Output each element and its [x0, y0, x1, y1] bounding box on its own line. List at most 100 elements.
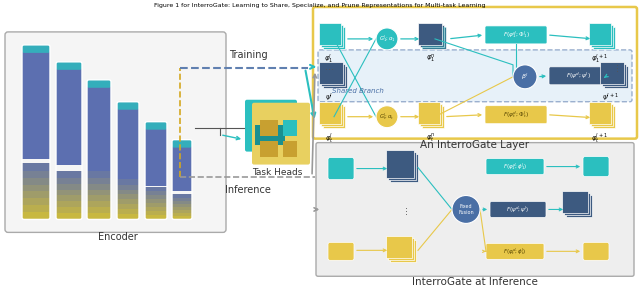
Text: $\varphi_t^{l+1}$: $\varphi_t^{l+1}$: [591, 132, 607, 145]
Text: Training: Training: [228, 50, 268, 60]
Bar: [593, 27, 615, 49]
Bar: [319, 62, 343, 84]
Bar: [56, 171, 82, 177]
FancyBboxPatch shape: [318, 50, 632, 102]
Bar: [87, 182, 111, 189]
FancyBboxPatch shape: [22, 45, 50, 53]
FancyBboxPatch shape: [328, 242, 354, 260]
Bar: [386, 150, 414, 177]
Bar: [593, 106, 615, 128]
Bar: [117, 198, 139, 204]
Bar: [22, 163, 50, 171]
Bar: [172, 200, 192, 204]
Bar: [87, 188, 111, 195]
Bar: [56, 195, 82, 202]
Bar: [589, 23, 611, 45]
Bar: [56, 182, 82, 189]
Bar: [172, 206, 192, 211]
Bar: [390, 240, 416, 262]
Text: $\varphi_1^l$: $\varphi_1^l$: [324, 53, 333, 66]
Text: $\beta^l$: $\beta^l$: [521, 72, 529, 82]
Bar: [22, 191, 50, 198]
Bar: [172, 204, 192, 207]
Bar: [87, 206, 111, 213]
FancyBboxPatch shape: [316, 143, 634, 276]
Bar: [117, 213, 139, 220]
Bar: [420, 25, 444, 47]
Bar: [562, 191, 588, 213]
Circle shape: [452, 195, 480, 223]
Bar: [283, 141, 297, 157]
FancyBboxPatch shape: [583, 242, 609, 260]
Bar: [602, 64, 626, 86]
FancyBboxPatch shape: [117, 102, 139, 110]
Circle shape: [376, 28, 398, 50]
Text: $F(\varphi_1^d;\Phi_1^l)$: $F(\varphi_1^d;\Phi_1^l)$: [502, 30, 529, 40]
FancyBboxPatch shape: [245, 100, 297, 152]
Bar: [145, 214, 167, 220]
Bar: [564, 193, 590, 215]
Text: InterroGate at Inference: InterroGate at Inference: [412, 277, 538, 287]
Bar: [145, 186, 167, 191]
Bar: [145, 198, 167, 204]
Bar: [319, 23, 341, 45]
Text: $F(\psi^d;\psi^l)$: $F(\psi^d;\psi^l)$: [566, 71, 591, 81]
Text: $F(\varphi_t^d;\phi_t^l)$: $F(\varphi_t^d;\phi_t^l)$: [503, 246, 527, 257]
Bar: [117, 184, 139, 189]
Text: Fixed
Fusion: Fixed Fusion: [458, 204, 474, 215]
FancyBboxPatch shape: [252, 103, 310, 164]
Bar: [145, 211, 167, 215]
FancyBboxPatch shape: [313, 7, 637, 139]
FancyBboxPatch shape: [490, 202, 546, 218]
Bar: [87, 200, 111, 207]
Text: $\psi^{l+1}$: $\psi^{l+1}$: [602, 92, 618, 104]
Bar: [321, 104, 343, 126]
Bar: [388, 238, 414, 260]
Bar: [321, 64, 345, 86]
Circle shape: [376, 106, 398, 128]
Bar: [117, 209, 139, 214]
Bar: [87, 177, 111, 184]
Bar: [145, 122, 167, 186]
Text: $F(\psi^d;\psi^l)$: $F(\psi^d;\psi^l)$: [506, 204, 530, 215]
Bar: [56, 200, 82, 207]
Bar: [117, 188, 139, 195]
Text: $G_t^l; \alpha_t$: $G_t^l; \alpha_t$: [380, 111, 395, 122]
Text: $G_1^l; \alpha_1$: $G_1^l; \alpha_1$: [378, 34, 396, 44]
Bar: [591, 104, 613, 126]
Bar: [117, 102, 139, 179]
Bar: [117, 179, 139, 184]
Bar: [422, 106, 444, 128]
Bar: [22, 204, 50, 213]
Bar: [87, 80, 111, 171]
Bar: [117, 204, 139, 209]
Text: $F(\varphi_1^d;\phi_1^l)$: $F(\varphi_1^d;\phi_1^l)$: [502, 161, 527, 172]
FancyBboxPatch shape: [145, 122, 167, 130]
Bar: [260, 120, 278, 136]
Bar: [56, 206, 82, 213]
Bar: [260, 141, 278, 157]
Bar: [172, 209, 192, 213]
FancyBboxPatch shape: [486, 159, 544, 175]
Bar: [600, 62, 624, 84]
Bar: [22, 211, 50, 220]
Bar: [117, 193, 139, 200]
Bar: [145, 195, 167, 200]
Bar: [172, 197, 192, 202]
FancyBboxPatch shape: [486, 243, 544, 259]
Text: $F(\varphi_t^d;\Phi_t^l)$: $F(\varphi_t^d;\Phi_t^l)$: [503, 109, 529, 120]
Bar: [422, 27, 446, 49]
Bar: [255, 125, 285, 145]
Text: $\varphi_1^{l+1}$: $\varphi_1^{l+1}$: [591, 53, 607, 66]
Bar: [591, 25, 613, 47]
Text: Task Heads: Task Heads: [252, 168, 302, 177]
Bar: [145, 206, 167, 211]
Bar: [386, 236, 412, 258]
Bar: [283, 120, 297, 136]
Bar: [422, 27, 446, 49]
Bar: [172, 139, 192, 191]
Circle shape: [513, 65, 537, 89]
FancyBboxPatch shape: [5, 32, 226, 232]
Bar: [420, 104, 442, 126]
FancyBboxPatch shape: [549, 67, 607, 85]
